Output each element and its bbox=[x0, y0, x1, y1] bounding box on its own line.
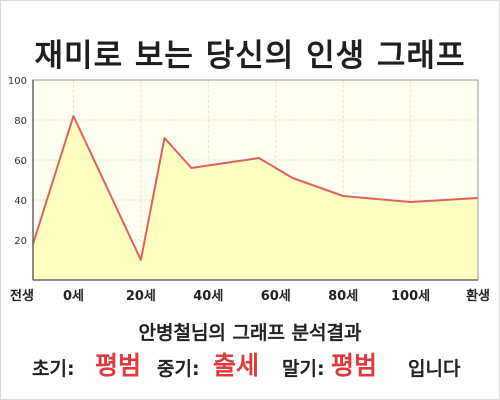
late-period-label: 말기: bbox=[282, 358, 325, 380]
analysis-result-line: 초기: 평범 중기: 출세 말기: 평범 입니다 bbox=[0, 344, 500, 384]
x-tick-label: 40세 bbox=[193, 289, 223, 304]
x-tick-label: 60세 bbox=[261, 289, 291, 304]
result-ending-text: 입니다 bbox=[408, 358, 461, 380]
chart-title: 재미로 보는 당신의 인생 그래프 bbox=[34, 38, 466, 74]
analysis-heading: 안병철님의 그래프 분석결과 bbox=[138, 322, 362, 344]
early-period-label: 초기: bbox=[32, 358, 75, 380]
life-graph-chart: 20 40 60 80 100 전생 0세 20세 40세 60세 80세 100세 환생 bbox=[8, 76, 490, 304]
early-period-value: 평범 bbox=[95, 351, 142, 380]
y-tick-label: 20 bbox=[14, 236, 27, 247]
y-tick-label: 60 bbox=[14, 156, 27, 167]
x-tick-label: 전생 bbox=[10, 288, 34, 304]
x-tick-label: 100세 bbox=[391, 289, 430, 304]
x-tick-label: 20세 bbox=[126, 289, 156, 304]
y-tick-label: 40 bbox=[14, 196, 27, 207]
y-tick-label: 80 bbox=[14, 116, 27, 127]
x-tick-label: 80세 bbox=[328, 289, 358, 304]
late-period-value: 평범 bbox=[331, 351, 378, 380]
x-tick-label: 환생 bbox=[466, 288, 490, 304]
series-line bbox=[32, 115, 479, 261]
middle-period-label: 중기: bbox=[157, 358, 200, 380]
middle-period-value: 출세 bbox=[213, 351, 260, 380]
series-area bbox=[33, 116, 478, 280]
y-tick-label: 100 bbox=[8, 76, 27, 87]
x-tick-label: 0세 bbox=[63, 289, 84, 304]
